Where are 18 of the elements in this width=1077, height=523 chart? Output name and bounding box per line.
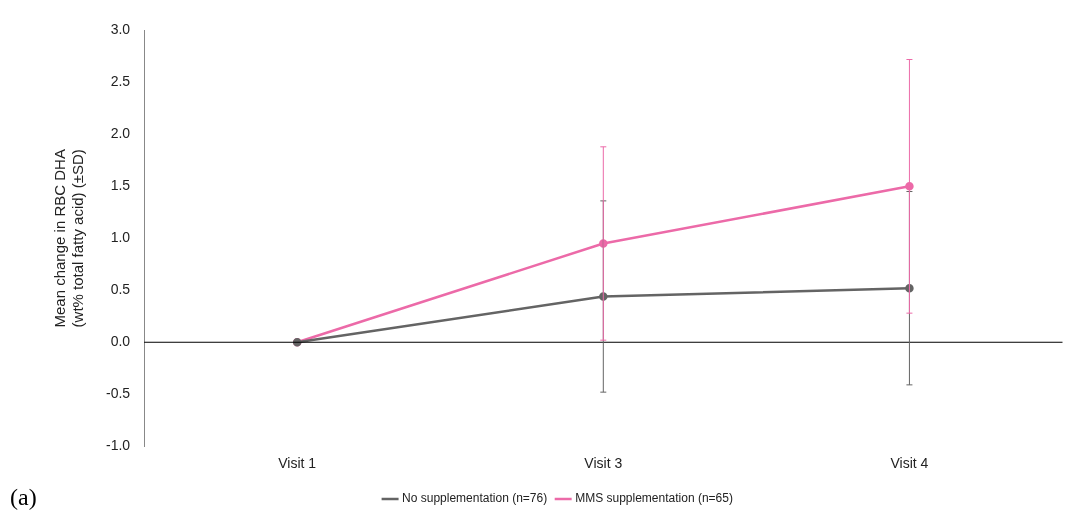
y-tick-label: 0.0	[110, 333, 131, 350]
y-tick-label: 1.5	[110, 177, 131, 194]
x-tick-label: Visit 1	[278, 455, 317, 472]
y-tick-label: -1.0	[106, 437, 131, 454]
legend-label: MMS supplementation (n=65)	[575, 491, 733, 506]
text: (a)	[10, 484, 37, 511]
y-axis-title: Mean change in RBC DHA (wt% total fatty acid) (±SD)	[51, 149, 87, 328]
point	[599, 239, 608, 248]
x-tick-label: Visit 4	[890, 455, 929, 472]
y-tick-label: 2.5	[110, 73, 131, 90]
legend-label: No supplementation (n=76)	[402, 491, 548, 506]
y-tick-label: -0.5	[106, 385, 131, 402]
x-tick-label: Visit 3	[584, 455, 623, 472]
y-tick-label: 3.0	[110, 21, 131, 38]
point	[905, 182, 914, 191]
y-tick-label: 2.0	[110, 125, 131, 142]
y-tick-label: 1.0	[110, 229, 131, 246]
y-tick-label: 0.5	[110, 281, 131, 298]
